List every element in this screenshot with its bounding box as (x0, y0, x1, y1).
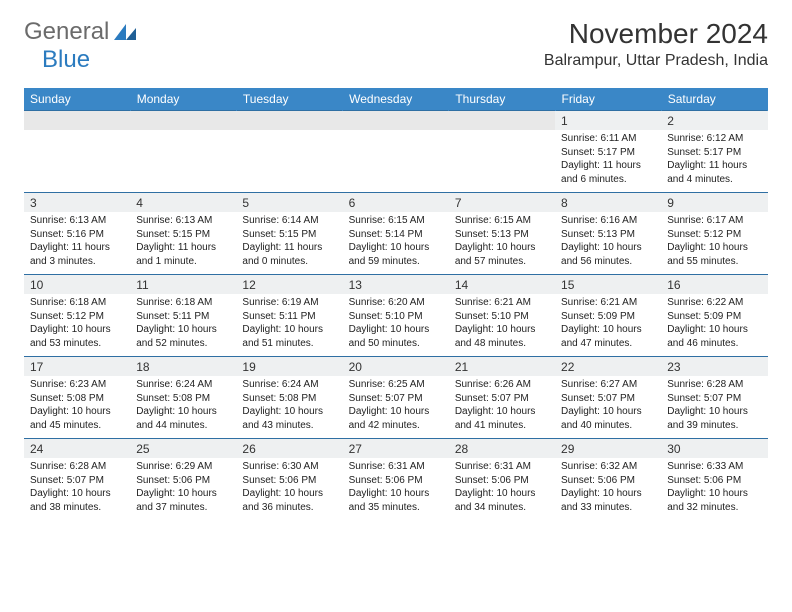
day-info-cell (236, 130, 342, 193)
day-info-cell: Sunrise: 6:19 AMSunset: 5:11 PMDaylight:… (236, 294, 342, 357)
day-number-cell: 23 (661, 357, 767, 377)
day-info-cell (130, 130, 236, 193)
day-info-cell: Sunrise: 6:24 AMSunset: 5:08 PMDaylight:… (236, 376, 342, 439)
day-number-cell: 14 (449, 275, 555, 295)
day-number-cell: 27 (343, 439, 449, 459)
day-info-cell: Sunrise: 6:31 AMSunset: 5:06 PMDaylight:… (449, 458, 555, 520)
day-number-cell: 13 (343, 275, 449, 295)
day-number-cell (130, 111, 236, 131)
day-info-cell: Sunrise: 6:16 AMSunset: 5:13 PMDaylight:… (555, 212, 661, 275)
day-number-cell: 25 (130, 439, 236, 459)
day-number-cell: 7 (449, 193, 555, 213)
day-info-cell: Sunrise: 6:18 AMSunset: 5:11 PMDaylight:… (130, 294, 236, 357)
day-number-cell (343, 111, 449, 131)
dow-header: Sunday (24, 88, 130, 111)
logo-icon (114, 24, 136, 40)
logo-text-a: General (24, 18, 109, 46)
day-number-cell: 30 (661, 439, 767, 459)
day-info-cell: Sunrise: 6:17 AMSunset: 5:12 PMDaylight:… (661, 212, 767, 275)
day-info-cell: Sunrise: 6:21 AMSunset: 5:10 PMDaylight:… (449, 294, 555, 357)
day-info-cell: Sunrise: 6:21 AMSunset: 5:09 PMDaylight:… (555, 294, 661, 357)
day-info-cell: Sunrise: 6:14 AMSunset: 5:15 PMDaylight:… (236, 212, 342, 275)
day-number-cell (236, 111, 342, 131)
logo-text-b: Blue (42, 46, 90, 74)
day-info-cell: Sunrise: 6:22 AMSunset: 5:09 PMDaylight:… (661, 294, 767, 357)
day-info-cell: Sunrise: 6:29 AMSunset: 5:06 PMDaylight:… (130, 458, 236, 520)
day-info-cell: Sunrise: 6:15 AMSunset: 5:14 PMDaylight:… (343, 212, 449, 275)
dow-header: Tuesday (236, 88, 342, 111)
day-number-cell: 18 (130, 357, 236, 377)
day-info-cell: Sunrise: 6:12 AMSunset: 5:17 PMDaylight:… (661, 130, 767, 193)
day-number-cell: 10 (24, 275, 130, 295)
day-number-cell: 20 (343, 357, 449, 377)
day-info-cell: Sunrise: 6:32 AMSunset: 5:06 PMDaylight:… (555, 458, 661, 520)
day-number-cell: 19 (236, 357, 342, 377)
day-number-cell: 12 (236, 275, 342, 295)
day-number-cell: 26 (236, 439, 342, 459)
day-info-cell: Sunrise: 6:28 AMSunset: 5:07 PMDaylight:… (661, 376, 767, 439)
logo: General (24, 18, 138, 46)
day-info-cell: Sunrise: 6:23 AMSunset: 5:08 PMDaylight:… (24, 376, 130, 439)
day-info-cell: Sunrise: 6:25 AMSunset: 5:07 PMDaylight:… (343, 376, 449, 439)
day-number-cell: 1 (555, 111, 661, 131)
day-info-cell: Sunrise: 6:20 AMSunset: 5:10 PMDaylight:… (343, 294, 449, 357)
day-number-cell: 24 (24, 439, 130, 459)
day-number-cell: 6 (343, 193, 449, 213)
day-info-cell: Sunrise: 6:26 AMSunset: 5:07 PMDaylight:… (449, 376, 555, 439)
calendar-table: SundayMondayTuesdayWednesdayThursdayFrid… (24, 88, 768, 520)
day-number-cell: 5 (236, 193, 342, 213)
title-block: November 2024 Balrampur, Uttar Pradesh, … (544, 18, 768, 70)
dow-header: Thursday (449, 88, 555, 111)
dow-header: Wednesday (343, 88, 449, 111)
day-info-cell (343, 130, 449, 193)
day-info-cell: Sunrise: 6:15 AMSunset: 5:13 PMDaylight:… (449, 212, 555, 275)
day-number-cell: 17 (24, 357, 130, 377)
day-number-cell (24, 111, 130, 131)
day-info-cell: Sunrise: 6:27 AMSunset: 5:07 PMDaylight:… (555, 376, 661, 439)
day-info-cell: Sunrise: 6:24 AMSunset: 5:08 PMDaylight:… (130, 376, 236, 439)
day-info-cell: Sunrise: 6:11 AMSunset: 5:17 PMDaylight:… (555, 130, 661, 193)
day-info-cell: Sunrise: 6:31 AMSunset: 5:06 PMDaylight:… (343, 458, 449, 520)
day-number-cell: 2 (661, 111, 767, 131)
day-info-cell: Sunrise: 6:33 AMSunset: 5:06 PMDaylight:… (661, 458, 767, 520)
day-number-cell: 4 (130, 193, 236, 213)
day-number-cell: 3 (24, 193, 130, 213)
day-number-cell: 11 (130, 275, 236, 295)
day-number-cell: 21 (449, 357, 555, 377)
day-number-cell: 16 (661, 275, 767, 295)
day-info-cell (449, 130, 555, 193)
day-number-cell: 9 (661, 193, 767, 213)
day-number-cell: 8 (555, 193, 661, 213)
day-info-cell: Sunrise: 6:30 AMSunset: 5:06 PMDaylight:… (236, 458, 342, 520)
dow-header: Friday (555, 88, 661, 111)
day-number-cell: 15 (555, 275, 661, 295)
day-info-cell: Sunrise: 6:28 AMSunset: 5:07 PMDaylight:… (24, 458, 130, 520)
dow-header: Monday (130, 88, 236, 111)
day-info-cell (24, 130, 130, 193)
day-number-cell: 28 (449, 439, 555, 459)
location: Balrampur, Uttar Pradesh, India (544, 52, 768, 70)
month-title: November 2024 (544, 18, 768, 50)
dow-header: Saturday (661, 88, 767, 111)
day-info-cell: Sunrise: 6:13 AMSunset: 5:16 PMDaylight:… (24, 212, 130, 275)
day-info-cell: Sunrise: 6:13 AMSunset: 5:15 PMDaylight:… (130, 212, 236, 275)
day-number-cell (449, 111, 555, 131)
day-info-cell: Sunrise: 6:18 AMSunset: 5:12 PMDaylight:… (24, 294, 130, 357)
day-number-cell: 29 (555, 439, 661, 459)
day-number-cell: 22 (555, 357, 661, 377)
